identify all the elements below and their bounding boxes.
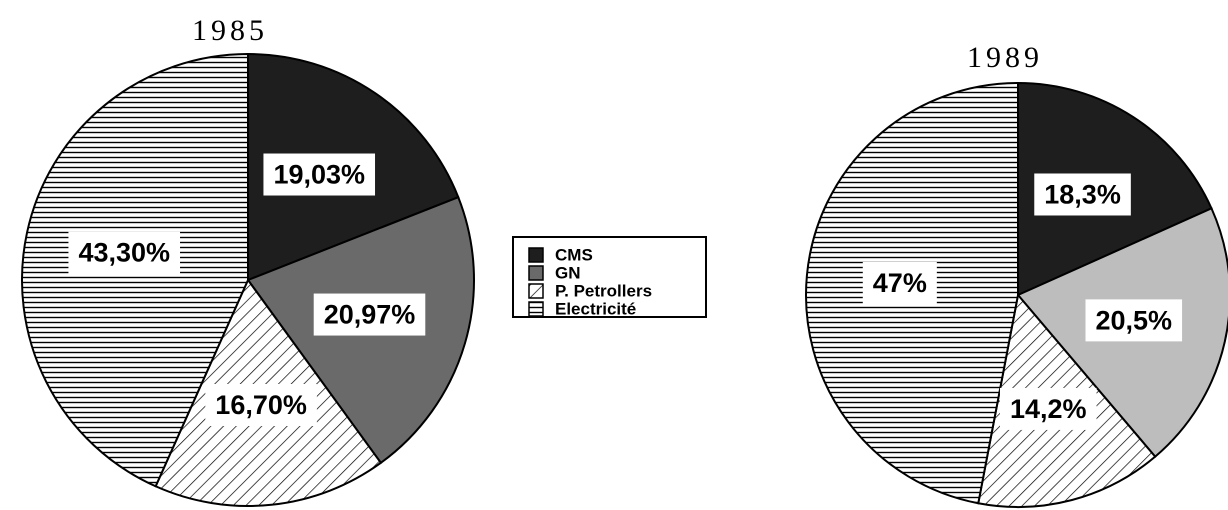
slice-label-bg bbox=[68, 231, 181, 274]
slice-label-bg bbox=[205, 384, 317, 427]
legend-label: CMS bbox=[555, 245, 593, 264]
slice-label-bg bbox=[313, 293, 426, 336]
slice-label-bg bbox=[263, 153, 376, 196]
slice-label-bg bbox=[862, 261, 937, 304]
legend-swatch bbox=[528, 247, 544, 263]
legend-swatch bbox=[528, 265, 544, 281]
legend-label: GN bbox=[555, 263, 581, 282]
slice-label: 20,5% bbox=[1095, 305, 1172, 335]
slice-label: 43,30% bbox=[78, 238, 170, 268]
pie-title: 1989 bbox=[967, 41, 1043, 74]
legend-swatch bbox=[528, 301, 544, 317]
pie-title: 1985 bbox=[192, 14, 268, 47]
slice-label: 14,2% bbox=[1010, 394, 1087, 424]
slice-label-bg bbox=[1034, 173, 1131, 216]
legend-swatch bbox=[528, 283, 544, 299]
slice-label: 18,3% bbox=[1044, 179, 1121, 209]
slice-label: 19,03% bbox=[273, 160, 365, 190]
slice-label-bg bbox=[1085, 299, 1183, 342]
slice-label: 20,97% bbox=[324, 300, 416, 330]
slice-label: 16,70% bbox=[215, 390, 307, 420]
slice-label: 47% bbox=[873, 268, 927, 298]
slice-label-bg bbox=[999, 387, 1097, 430]
legend-box bbox=[512, 236, 707, 318]
legend-label: Electricité bbox=[555, 299, 636, 318]
legend-label: P. Petrollers bbox=[555, 281, 652, 300]
